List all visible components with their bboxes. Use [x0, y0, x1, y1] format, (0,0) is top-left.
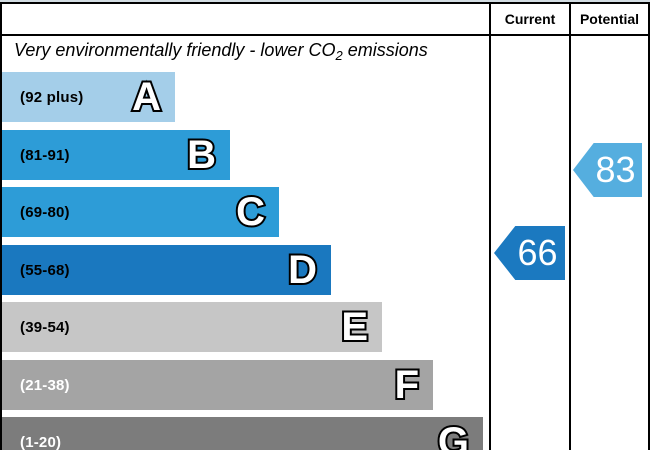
- band-f-bar: (21-38) F: [2, 360, 433, 410]
- band-a-bar: (92 plus) A: [2, 72, 175, 122]
- band-g-bar: (1-20) G: [2, 417, 483, 450]
- top-edge-strip: [0, 0, 650, 2]
- band-c-letter: C: [234, 190, 267, 234]
- band-a-range-label: (92 plus): [20, 88, 84, 106]
- band-g-range-label: (1-20): [20, 433, 62, 450]
- header-separator-line: [0, 34, 650, 36]
- band-b-bar: (81-91) B: [2, 130, 230, 180]
- current-column-divider: [489, 2, 491, 450]
- band-d-bar: (55-68) D: [2, 245, 331, 295]
- band-f-letter: F: [393, 363, 422, 407]
- potential-rating-value: 83: [595, 149, 636, 190]
- table-border-top: [0, 2, 650, 4]
- current-rating-arrow: 66: [494, 226, 565, 280]
- current-column-header: Current: [504, 11, 556, 27]
- band-c-range-label: (69-80): [20, 203, 70, 221]
- potential-column-header: Potential: [579, 11, 640, 27]
- band-e-bar: (39-54) E: [2, 302, 382, 352]
- chart-title: Very environmentally friendly - lower CO…: [14, 40, 428, 63]
- chart-title-subscript: 2: [335, 48, 343, 63]
- band-e-letter: E: [339, 305, 370, 349]
- band-b-range-label: (81-91): [20, 146, 70, 164]
- table-border-left: [0, 2, 2, 450]
- band-c-bar: (69-80) C: [2, 187, 279, 237]
- table-border-right: [648, 2, 650, 450]
- current-rating-value: 66: [517, 232, 558, 273]
- potential-rating-arrow: 83: [573, 143, 642, 197]
- potential-column-divider: [569, 2, 571, 450]
- band-b-letter: B: [185, 133, 218, 177]
- band-g-letter: G: [436, 420, 471, 450]
- band-a-letter: A: [130, 75, 163, 119]
- chart-title-suffix: emissions: [342, 40, 428, 60]
- chart-title-text: Very environmentally friendly - lower CO: [14, 40, 336, 60]
- band-f-range-label: (21-38): [20, 376, 70, 394]
- band-d-letter: D: [286, 248, 319, 292]
- band-e-range-label: (39-54): [20, 318, 70, 336]
- band-d-range-label: (55-68): [20, 261, 70, 279]
